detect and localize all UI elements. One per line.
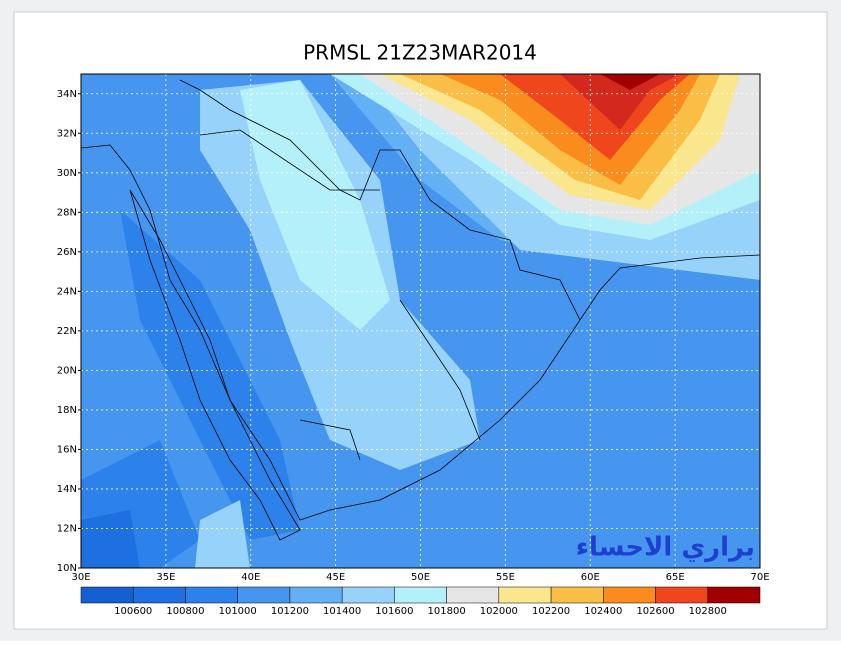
colorbar-box — [498, 586, 552, 604]
colorbar-label: 100600 — [114, 606, 152, 617]
colorbar-box — [655, 586, 709, 604]
coastlines — [80, 79, 761, 541]
colorbar-box — [341, 586, 395, 604]
colorbar-box — [289, 586, 343, 604]
lon-label: 45E — [326, 572, 345, 583]
watermark: براري الاحساء — [576, 533, 755, 563]
lon-label: 70E — [750, 572, 769, 583]
lat-label: 14N — [57, 484, 77, 495]
colorbar-box — [707, 586, 761, 604]
colorbar-box — [550, 586, 604, 604]
colorbar-label: 102200 — [532, 606, 570, 617]
lat-label: 24N — [57, 286, 77, 297]
colorbar-box — [80, 586, 134, 604]
colorbar-box — [394, 586, 447, 604]
lat-label: 32N — [57, 128, 77, 139]
colorbar-box — [185, 586, 238, 604]
lon-label: 65E — [666, 572, 685, 583]
lat-label: 26N — [57, 247, 77, 258]
lon-label: 30E — [71, 572, 90, 583]
colorbar-label: 102000 — [480, 606, 518, 617]
colorbar-label: 102400 — [584, 606, 622, 617]
lat-label: 10N — [57, 563, 77, 574]
pressure-field — [81, 74, 760, 568]
colorbar-label: 100800 — [166, 606, 204, 617]
lat-label: 22N — [57, 326, 77, 337]
colorbar-box — [132, 586, 186, 604]
lat-label: 30N — [57, 168, 77, 179]
colorbar-label: 101400 — [323, 606, 361, 617]
colorbar: 100600 100800 101000 101200 101400 101600 1018… — [80, 586, 761, 617]
colorbar-label: 102800 — [689, 606, 727, 617]
lat-label: 34N — [57, 89, 77, 100]
lon-label: 55E — [496, 572, 515, 583]
colorbar-box — [237, 586, 291, 604]
title: PRMSL 21Z23MAR2014 — [303, 41, 537, 65]
lon-label: 40E — [241, 572, 260, 583]
colorbar-box — [446, 586, 500, 604]
colorbar-label: 101000 — [219, 606, 257, 617]
graticule — [81, 74, 760, 568]
lat-label: 18N — [57, 405, 77, 416]
colorbar-label: 101200 — [271, 606, 309, 617]
lon-label: 35E — [156, 572, 175, 583]
colorbar-label: 101600 — [375, 606, 413, 617]
colorbar-box — [603, 586, 656, 604]
lat-label: 16N — [57, 444, 77, 455]
lon-label: 60E — [581, 572, 600, 583]
lat-label: 12N — [57, 523, 77, 534]
colorbar-label: 101800 — [428, 606, 466, 617]
colorbar-label: 102600 — [636, 606, 674, 617]
map-border — [80, 73, 761, 569]
lat-label: 20N — [57, 365, 77, 376]
lat-label: 28N — [57, 207, 77, 218]
lon-label: 50E — [411, 572, 430, 583]
